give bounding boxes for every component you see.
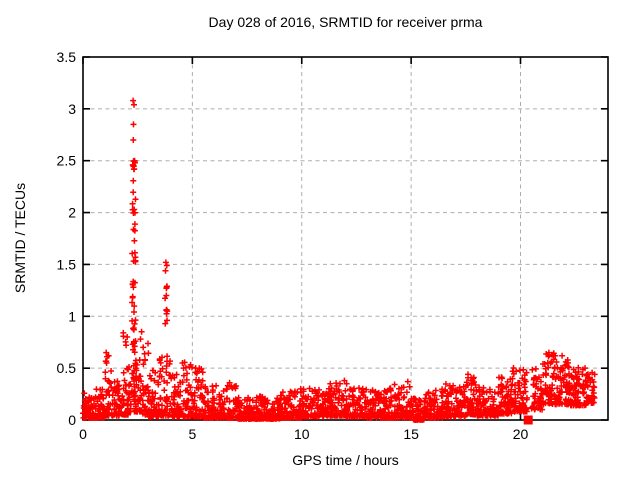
y-tick-label: 1 xyxy=(68,308,76,324)
grid-lines xyxy=(83,57,608,420)
y-tick-label: 2.5 xyxy=(57,153,77,169)
y-tick-label: 0 xyxy=(68,412,76,428)
gap-marker-square xyxy=(523,415,533,425)
x-tick-label: 15 xyxy=(403,426,419,442)
x-tick-label: 5 xyxy=(188,426,196,442)
x-tick-label: 20 xyxy=(513,426,529,442)
y-tick-label: 2 xyxy=(68,205,76,221)
chart-title: Day 028 of 2016, SRMTID for receiver prm… xyxy=(208,14,483,30)
scatter-points xyxy=(80,97,598,423)
y-tick-label: 3 xyxy=(68,101,76,117)
y-tick-label: 1.5 xyxy=(57,256,77,272)
axis-ticks xyxy=(82,56,608,421)
x-axis-label: GPS time / hours xyxy=(292,452,399,468)
gap-marker-square xyxy=(419,417,425,423)
x-tick-label: 0 xyxy=(79,426,87,442)
y-tick-label: 0.5 xyxy=(57,360,77,376)
x-tick-label: 10 xyxy=(294,426,310,442)
plot-border xyxy=(82,56,609,421)
y-tick-label: 3.5 xyxy=(57,49,77,65)
